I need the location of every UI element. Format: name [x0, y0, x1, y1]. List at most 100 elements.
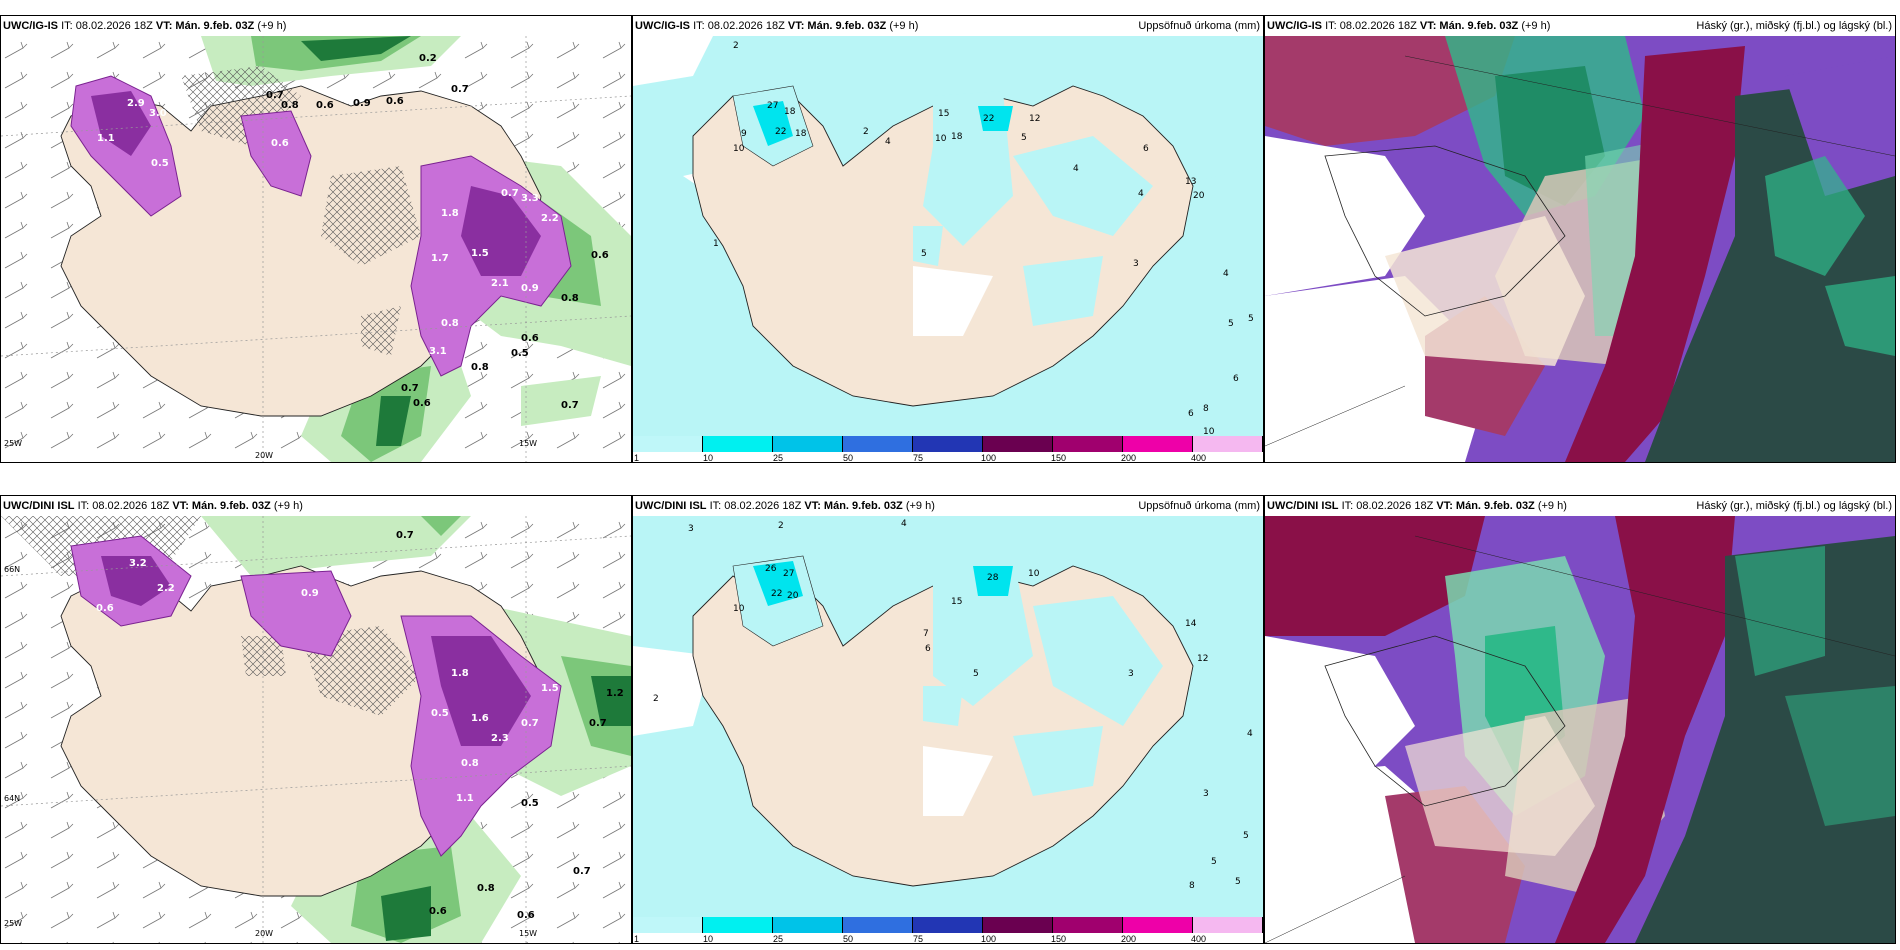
precip-value: 4 — [1138, 189, 1144, 199]
precip-value: 4 — [1073, 164, 1079, 174]
precip-label: 0.7 — [266, 90, 284, 101]
panel-dini-snow: UWC/DINI ISL IT: 08.02.2026 18Z VT: Mán.… — [0, 495, 632, 944]
colorbar-tick: 100 — [981, 934, 997, 944]
colorbar-swatch — [913, 917, 983, 933]
colorbar-tick: 1 — [634, 453, 640, 463]
lead-time: (+9 h) — [273, 500, 303, 512]
precip-value: 5 — [973, 669, 979, 679]
colorbar-swatch — [843, 436, 913, 452]
colorbar-swatch — [773, 917, 843, 933]
precip-value: 5 — [1243, 831, 1249, 841]
precip-map: 3 2 26 27 22 20 10 28 10 15 4 7 6 5 14 1… — [633, 516, 1263, 917]
field-title: Háský (gr.), miðský (fj.bl.) og lágský (… — [1696, 500, 1892, 512]
snow-label: 0.7 — [501, 188, 519, 199]
colorbar-swatch — [983, 917, 1053, 933]
precip-value: 4 — [1223, 269, 1229, 279]
cloud-map — [1265, 516, 1895, 943]
colorbar-swatch — [1193, 917, 1263, 933]
model-name: UWC/IG-IS — [635, 20, 690, 32]
precip-value: 8 — [1203, 404, 1209, 414]
snow-label: 1.8 — [441, 208, 459, 219]
precip-value: 3 — [1203, 789, 1209, 799]
panel-header: UWC/IG-IS IT: 08.02.2026 18Z VT: Mán. 9.… — [1265, 16, 1895, 36]
precip-label: 0.8 — [561, 293, 579, 304]
precip-value: 6 — [1233, 374, 1239, 384]
colorbar-swatch — [1053, 917, 1123, 933]
colorbar-swatch — [633, 436, 703, 452]
snow-label: 0.5 — [151, 158, 169, 169]
lead-time: (+9 h) — [1537, 500, 1567, 512]
colorbar-tick: 200 — [1121, 934, 1137, 944]
precip-value: 2 — [653, 694, 659, 704]
precip-value: 5 — [1211, 857, 1217, 867]
valid-time-label: VT: — [804, 500, 821, 512]
precip-value: 18 — [784, 107, 796, 117]
snow-label: 0.6 — [271, 138, 289, 149]
init-time: IT: 08.02.2026 18Z — [1341, 500, 1434, 512]
precip-label: 0.9 — [353, 98, 371, 109]
panel-header: UWC/DINI ISL IT: 08.02.2026 18Z VT: Mán.… — [1265, 496, 1895, 516]
precip-value: 26 — [765, 564, 777, 574]
init-time: IT: 08.02.2026 18Z — [61, 20, 153, 32]
precip-value: 10 — [1203, 427, 1215, 436]
field-title: Uppsöfnuð úrkoma (mm) — [1138, 20, 1260, 32]
model-name: UWC/IG-IS — [1267, 20, 1322, 32]
snow-label: 3.3 — [521, 193, 539, 204]
precip-label: 0.5 — [511, 348, 529, 359]
precip-value: 10 — [733, 604, 745, 614]
precip-label: 0.6 — [521, 333, 539, 344]
colorbar-tick: 150 — [1051, 453, 1067, 463]
precip-value: 15 — [938, 109, 949, 119]
panel-dini-clouds: UWC/DINI ISL IT: 08.02.2026 18Z VT: Mán.… — [1264, 495, 1896, 944]
panel-dini-precip: UWC/DINI ISL IT: 08.02.2026 18Z VT: Mán.… — [632, 495, 1264, 944]
colorbar-tick: 400 — [1191, 453, 1207, 463]
precip-value: 5 — [1228, 319, 1234, 329]
colorbar-swatch — [1053, 436, 1123, 452]
lead-time: (+9 h) — [257, 20, 287, 32]
precip-map-svg: 3 2 26 27 22 20 10 28 10 15 4 7 6 5 14 1… — [633, 516, 1263, 917]
precip-value: 9 — [741, 129, 747, 139]
snow-label: 1.1 — [97, 133, 115, 144]
colorbar: 1 10 25 50 75 100 150 200 400 — [633, 436, 1263, 462]
cloud-map-svg — [1265, 516, 1895, 943]
lead-time: (+9 h) — [1521, 20, 1551, 32]
precip-value: 12 — [1029, 114, 1040, 124]
precip-label: 0.6 — [517, 910, 535, 921]
precip-label: 0.6 — [591, 250, 609, 261]
precip-label: 0.7 — [396, 530, 414, 541]
model-name: UWC/DINI ISL — [3, 500, 75, 512]
precip-value: 6 — [1188, 409, 1194, 419]
colorbar: 1 10 25 50 75 100 150 200 400 — [633, 917, 1263, 943]
precip-label: 0.6 — [413, 398, 431, 409]
model-name: UWC/DINI ISL — [1267, 500, 1339, 512]
snow-label: 3.0 — [149, 108, 167, 119]
colorbar-tick: 400 — [1191, 934, 1207, 944]
valid-time-label: VT: — [155, 20, 173, 32]
colorbar-swatch — [913, 436, 983, 452]
precip-value: 2 — [778, 521, 784, 531]
snow-label: 0.8 — [441, 318, 459, 329]
colorbar-swatch — [773, 436, 843, 452]
snow-map-svg: 3.2 2.2 0.6 1.8 0.5 1.6 2.3 0.7 1.5 0.8 … — [1, 516, 631, 943]
precip-value: 7 — [923, 629, 929, 639]
lon-label: 15W — [519, 929, 537, 938]
colorbar-tick: 10 — [703, 934, 714, 944]
precip-value: 2 — [733, 41, 739, 51]
colorbar-tick: 25 — [773, 453, 784, 463]
snow-label: 1.8 — [451, 668, 469, 679]
precip-value: 10 — [1028, 569, 1040, 579]
valid-time-label: VT: — [787, 20, 805, 32]
valid-time-label: VT: — [1436, 500, 1453, 512]
precip-label: 0.6 — [386, 96, 404, 107]
lead-time: (+9 h) — [905, 500, 935, 512]
snow-map-svg: 2.9 3.0 1.1 0.5 0.6 1.8 0.7 3.3 2.2 1.7 … — [1, 36, 631, 462]
colorbar-swatch — [1123, 436, 1193, 452]
model-name: UWC/IG-IS — [3, 20, 58, 32]
lon-label: 25W — [4, 439, 22, 448]
precip-value: 27 — [783, 569, 794, 579]
colorbar-tick: 50 — [843, 453, 854, 463]
precip-label: 0.7 — [589, 718, 607, 729]
snow-label: 2.2 — [157, 583, 175, 594]
snow-label: 0.6 — [96, 603, 114, 614]
precip-value: 4 — [885, 137, 891, 147]
